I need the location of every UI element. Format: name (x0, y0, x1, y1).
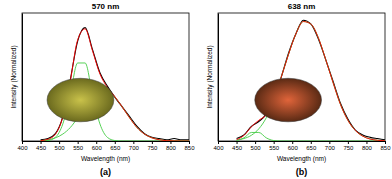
x-axis-title: Wavelength (nm) (277, 155, 326, 163)
x-tick: 800 (166, 141, 177, 151)
x-tick-label: 400 (17, 145, 28, 151)
x-tick-label: 850 (380, 145, 391, 151)
x-tick-mark (385, 141, 386, 144)
y-axis-title: Intensity (Normalized) (206, 45, 214, 108)
y-axis (22, 14, 23, 142)
x-tick: 650 (110, 141, 121, 151)
x-tick-mark (311, 141, 312, 144)
x-tick-label: 500 (251, 145, 262, 151)
inset-photo (47, 78, 114, 122)
x-tick-label: 400 (213, 145, 224, 151)
x-tick-label: 550 (73, 145, 84, 151)
series-line (237, 20, 385, 139)
x-tick: 500 (55, 141, 66, 151)
x-tick: 850 (184, 141, 195, 151)
series-line (41, 63, 189, 141)
x-tick-mark (255, 141, 256, 144)
x-tick-label: 700 (325, 145, 336, 151)
panel: 400 450 500 550 600 650 700 750 800 850 570 nm Wave… (10, 2, 195, 177)
x-tick: 650 (306, 141, 317, 151)
x-axis: 400 450 500 550 600 650 700 750 800 850 (17, 141, 195, 151)
x-axis: 400 450 500 550 600 650 700 750 800 850 (213, 141, 391, 151)
panel-label: (b) (296, 167, 308, 177)
x-tick-mark (152, 141, 153, 144)
x-tick: 450 (232, 141, 243, 151)
x-axis-line (23, 142, 190, 145)
title: 570 nm (92, 2, 120, 11)
x-tick-label: 500 (55, 145, 66, 151)
x-tick: 400 (213, 141, 224, 151)
series-line (237, 22, 385, 141)
x-tick-label: 650 (110, 145, 121, 151)
x-tick: 400 (17, 141, 28, 151)
x-tick: 750 (343, 141, 354, 151)
lines (237, 20, 385, 141)
x-tick-label: 550 (269, 145, 280, 151)
x-tick-label: 700 (129, 145, 140, 151)
lines (41, 28, 189, 141)
x-tick-label: 450 (232, 145, 243, 151)
series-line (237, 22, 385, 141)
x-tick: 700 (325, 141, 336, 151)
x-tick-mark (274, 141, 275, 144)
x-tick-label: 600 (288, 145, 299, 151)
x-tick-mark (237, 141, 238, 144)
x-axis-title: Wavelength (nm) (81, 155, 130, 163)
x-tick: 600 (288, 141, 299, 151)
x-tick-label: 750 (147, 145, 158, 151)
x-tick-label: 650 (306, 145, 317, 151)
x-tick-mark (78, 141, 79, 144)
x-tick: 550 (269, 141, 280, 151)
series-line (237, 132, 385, 141)
series-line (41, 29, 189, 141)
x-tick: 550 (73, 141, 84, 151)
plot-frame (22, 13, 189, 141)
x-tick-label: 850 (184, 145, 195, 151)
panel: 400 450 500 550 600 650 700 750 800 850 638 nm Wave… (206, 2, 391, 177)
x-tick-label: 750 (343, 145, 354, 151)
figure: 400 450 500 550 600 650 700 750 800 850 570 nm Wave… (0, 0, 392, 179)
y-axis-line (218, 14, 219, 142)
x-tick-mark (59, 141, 60, 144)
x-tick-mark (292, 141, 293, 144)
x-tick-mark (41, 141, 42, 144)
x-tick-mark (170, 141, 171, 144)
x-tick-mark (366, 141, 367, 144)
x-tick-mark (329, 141, 330, 144)
x-tick-label: 800 (362, 145, 373, 151)
x-tick-mark (189, 141, 190, 144)
x-tick-mark (115, 141, 116, 144)
x-tick: 850 (380, 141, 391, 151)
title: 638 nm (288, 2, 316, 11)
x-tick-mark (96, 141, 97, 144)
x-tick-mark (348, 141, 349, 144)
x-tick: 750 (147, 141, 158, 151)
x-tick-label: 600 (92, 145, 103, 151)
x-tick-mark (133, 141, 134, 144)
y-axis-line (22, 14, 23, 142)
y-axis-title: Intensity (Normalized) (10, 45, 18, 108)
x-tick-label: 450 (36, 145, 47, 151)
x-tick: 700 (129, 141, 140, 151)
panel-label: (a) (100, 167, 111, 177)
x-tick: 800 (362, 141, 373, 151)
y-axis (218, 14, 219, 142)
x-tick-label: 800 (166, 145, 177, 151)
plot-frame (218, 13, 385, 141)
x-tick: 500 (251, 141, 262, 151)
inset-photo (255, 78, 322, 122)
x-tick: 600 (92, 141, 103, 151)
x-tick: 450 (36, 141, 47, 151)
x-axis-line (219, 142, 386, 145)
